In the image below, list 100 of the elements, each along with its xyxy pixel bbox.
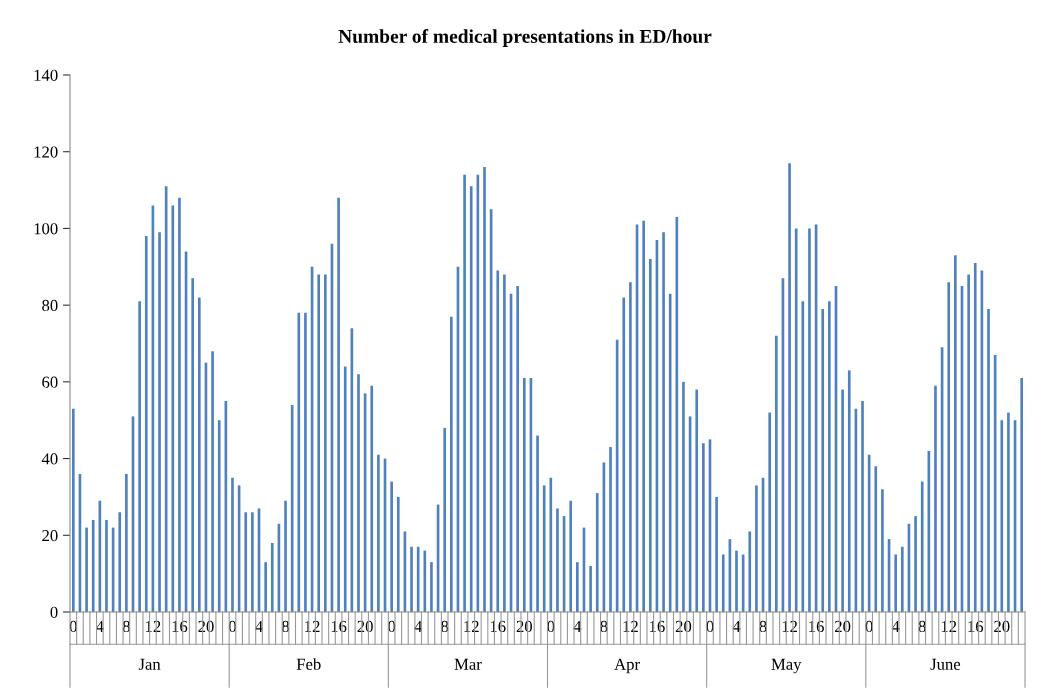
bar xyxy=(423,550,427,612)
x-tick-label: 4 xyxy=(891,620,900,632)
bar xyxy=(569,500,573,612)
x-tick-label: 0 xyxy=(69,620,77,633)
bar xyxy=(357,374,360,612)
bar xyxy=(469,186,473,612)
bar xyxy=(768,412,771,612)
x-tick-label: 16 xyxy=(650,620,665,633)
bar xyxy=(576,562,579,612)
x-tick-label: 8 xyxy=(122,620,130,633)
x-tick-label: 16 xyxy=(172,620,188,633)
x-tick-label: 16 xyxy=(809,620,824,633)
bar xyxy=(934,385,937,612)
bar xyxy=(191,278,195,612)
x-tick-label: 20 xyxy=(516,620,532,633)
bar xyxy=(297,312,301,612)
bar xyxy=(629,282,632,612)
bar xyxy=(118,512,122,612)
y-tick-label: 120 xyxy=(34,146,58,158)
bar xyxy=(410,546,413,612)
bar xyxy=(264,562,267,612)
x-tick-label: 20 xyxy=(675,620,692,633)
bar xyxy=(987,308,990,612)
x-tick-label: 20 xyxy=(357,620,373,633)
bar xyxy=(788,163,791,612)
bar xyxy=(317,274,321,612)
chart-title: Number of medical presentations in ED/hour xyxy=(338,29,712,47)
bar xyxy=(284,500,287,612)
x-tick-label: 8 xyxy=(441,620,449,633)
bar xyxy=(217,420,221,612)
bar xyxy=(821,308,825,612)
x-tick-label: 8 xyxy=(282,620,290,633)
bar xyxy=(556,508,559,612)
x-tick-label: 4 xyxy=(732,620,741,632)
x-tick-label: 12 xyxy=(941,620,957,632)
bar xyxy=(144,236,148,612)
bar xyxy=(198,297,201,612)
y-tick-label: 140 xyxy=(34,69,58,81)
bar xyxy=(1007,412,1010,612)
text: June xyxy=(930,658,961,670)
bar xyxy=(178,197,181,612)
bar xyxy=(324,274,327,612)
x-tick-label: 20 xyxy=(835,620,851,633)
bar xyxy=(735,550,738,612)
bar xyxy=(71,408,75,612)
y-tick-label: 80 xyxy=(42,299,58,312)
bar xyxy=(721,554,725,612)
bar xyxy=(748,531,752,612)
bar xyxy=(954,255,957,612)
y-tick-label: 40 xyxy=(41,453,58,465)
bar xyxy=(808,228,811,612)
bar xyxy=(595,493,599,612)
bar xyxy=(171,205,175,612)
bar xyxy=(503,274,506,612)
bar xyxy=(304,312,307,612)
bar xyxy=(377,454,380,612)
bar xyxy=(841,389,844,612)
x-tick-label: 20 xyxy=(198,620,214,633)
bar xyxy=(396,496,400,612)
bar xyxy=(668,293,672,612)
y-tick-label: 100 xyxy=(34,223,58,235)
bar xyxy=(682,381,685,612)
bar xyxy=(642,220,645,612)
bar xyxy=(125,473,128,612)
bar xyxy=(648,259,652,612)
y-tick-label: 20 xyxy=(42,529,58,542)
bar xyxy=(702,443,705,612)
x-tick-label: 12 xyxy=(146,620,161,632)
bar xyxy=(695,389,699,612)
bar xyxy=(337,197,340,612)
bar xyxy=(211,351,214,612)
bar xyxy=(536,435,539,612)
bar xyxy=(847,370,851,612)
x-tick-label: 4 xyxy=(573,620,582,632)
bar xyxy=(105,519,108,612)
bar xyxy=(251,512,254,612)
bar xyxy=(828,301,831,612)
bar xyxy=(244,512,248,612)
x-tick-label: 12 xyxy=(305,620,320,632)
bar xyxy=(622,297,626,612)
bar xyxy=(158,232,161,612)
bar xyxy=(343,366,347,612)
bar xyxy=(138,301,141,612)
bar xyxy=(755,485,758,612)
x-tick-label: 8 xyxy=(759,620,767,633)
x-tick-label: 0 xyxy=(388,620,396,633)
bar xyxy=(715,496,718,612)
x-tick-label: 12 xyxy=(623,620,638,632)
bar xyxy=(443,427,447,612)
bar xyxy=(549,477,553,612)
y-tick-label: 60 xyxy=(42,376,58,388)
bar xyxy=(900,546,904,612)
bar xyxy=(390,481,393,612)
bar xyxy=(874,466,878,612)
x-tick-label: 12 xyxy=(782,620,797,632)
x-tick-label: 4 xyxy=(255,620,263,632)
bar xyxy=(794,228,798,612)
bar xyxy=(91,519,95,612)
bar xyxy=(609,447,612,612)
text: May xyxy=(771,658,802,674)
